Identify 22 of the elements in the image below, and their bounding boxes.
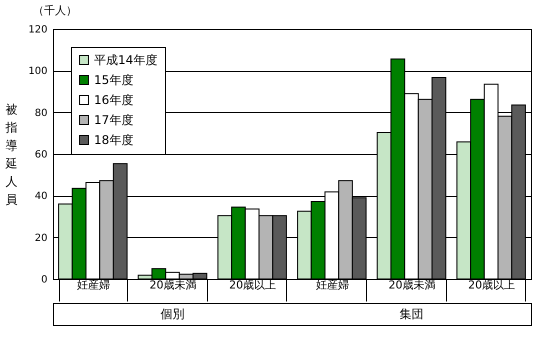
x-tick-label: 20歳未満 bbox=[388, 278, 436, 292]
x-tick-label: 20歳以上 bbox=[229, 278, 276, 292]
x-tick-label: 妊産婦 bbox=[76, 278, 110, 292]
y-tick-label: 0 bbox=[41, 274, 48, 286]
legend-label: 17年度 bbox=[94, 113, 134, 127]
y-tick-label: 60 bbox=[34, 150, 48, 160]
legend-label: 16年度 bbox=[94, 93, 134, 107]
x-tick-label: 20歳以上 bbox=[468, 278, 516, 292]
text: 個別 bbox=[160, 307, 184, 321]
y-tick-label: 80 bbox=[34, 108, 48, 119]
y-axis-title: 被指導延人員 bbox=[4, 102, 18, 206]
x-tick-label: 妊産婦 bbox=[316, 278, 349, 292]
x-tick-label: 20歳未満 bbox=[150, 278, 196, 292]
y-tick-label: 100 bbox=[28, 66, 48, 78]
text: 集団 bbox=[400, 307, 424, 321]
text: （千人） bbox=[33, 4, 77, 17]
legend-label: 18年度 bbox=[94, 133, 134, 147]
y-tick-label: 120 bbox=[28, 24, 48, 36]
legend-label: 15年度 bbox=[94, 73, 134, 87]
y-tick-label: 40 bbox=[34, 191, 48, 202]
legend-label: 平成14年度 bbox=[94, 53, 158, 67]
y-tick-label: 20 bbox=[34, 232, 48, 244]
